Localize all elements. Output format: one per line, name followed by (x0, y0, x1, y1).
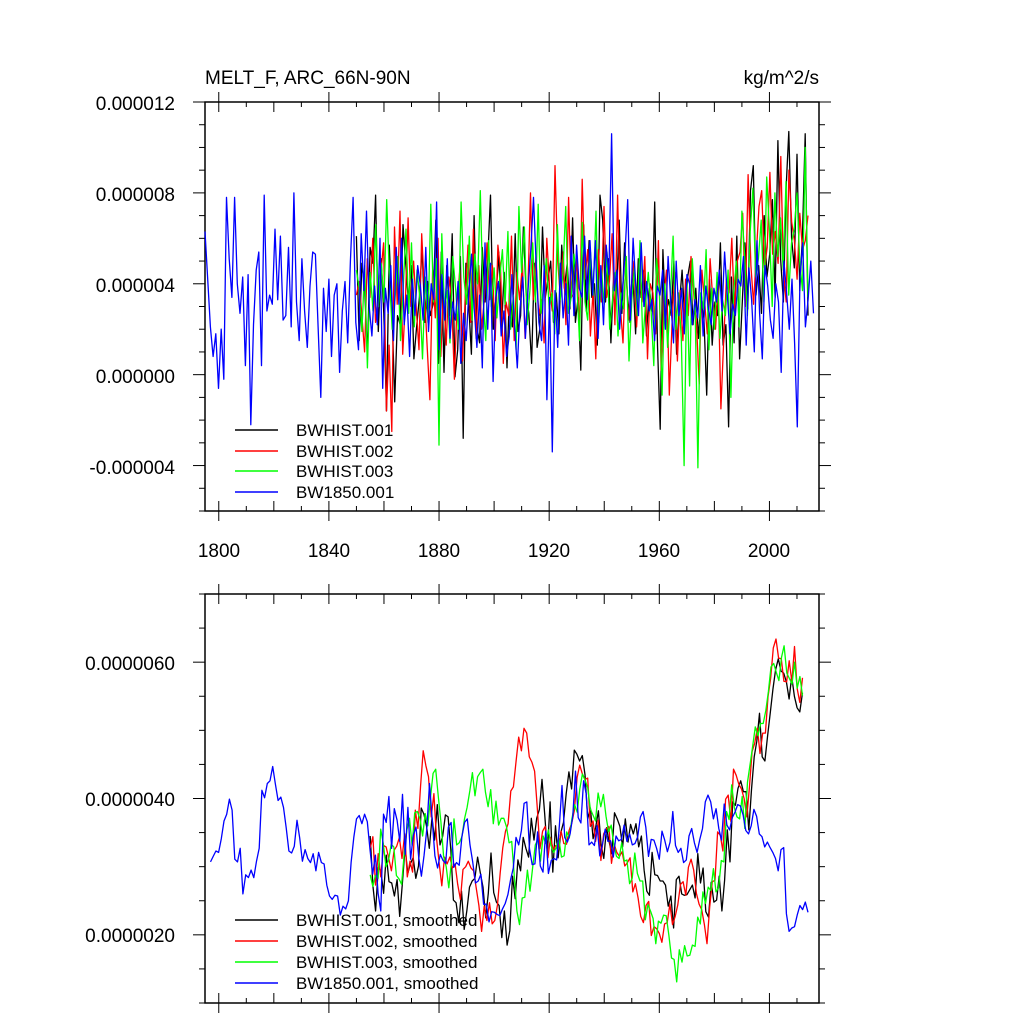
top-panel: MELT_F, ARC_66N-90N kg/m^2/s 0.000012 0.… (89, 68, 831, 562)
bottom-legend-label: BWHIST.001, smoothed (296, 911, 477, 930)
bottom-ytick-label: 0.0000060 (85, 654, 175, 675)
top-xtick-label: 2000 (748, 541, 790, 562)
top-title: MELT_F, ARC_66N-90N (205, 68, 411, 89)
top-series-line-4 (204, 133, 815, 453)
top-ytick-label: 0.000008 (96, 185, 175, 206)
bottom-series-group (209, 638, 809, 983)
top-ytick-label: 0.000004 (96, 276, 176, 297)
bottom-legend-label: BWHIST.003, smoothed (296, 953, 477, 972)
bottom-legend: BWHIST.001, smoothed BWHIST.002, smoothe… (235, 911, 478, 993)
top-y-tick-labels: 0.000012 0.000008 0.000004 0.000000 -0.0… (89, 94, 175, 479)
top-legend-label: BW1850.001 (296, 483, 394, 502)
top-xtick-label: 1960 (638, 541, 680, 562)
bottom-legend-label: BWHIST.002, smoothed (296, 932, 477, 951)
top-series-line-3 (355, 146, 809, 469)
top-ytick-label: -0.000004 (89, 458, 175, 479)
top-xtick-label: 1840 (308, 541, 350, 562)
top-xtick-label: 1880 (418, 541, 460, 562)
top-legend-label: BWHIST.002 (296, 442, 393, 461)
bottom-axis-ticks (193, 584, 831, 1013)
top-series-group (204, 130, 815, 469)
top-legend: BWHIST.001 BWHIST.002 BWHIST.003 BW1850.… (235, 421, 394, 502)
bottom-ytick-label: 0.0000020 (85, 926, 175, 947)
top-xtick-label: 1800 (198, 541, 240, 562)
top-legend-label: BWHIST.003 (296, 462, 393, 481)
top-xtick-label: 1920 (528, 541, 570, 562)
top-x-tick-labels: 1800 1840 1880 1920 1960 2000 (198, 541, 790, 562)
bottom-y-tick-labels: 0.0000060 0.0000040 0.0000020 (85, 654, 175, 947)
bottom-series-line-2 (369, 638, 804, 945)
bottom-series-line-4 (209, 765, 809, 933)
bottom-panel: 0.0000060 0.0000040 0.0000020 BWHIST.001… (85, 584, 831, 1013)
top-axis-ticks (193, 92, 831, 521)
top-ytick-label: 0.000000 (96, 367, 175, 388)
top-legend-label: BWHIST.001 (296, 421, 393, 440)
bottom-series-line-3 (369, 645, 804, 983)
top-units: kg/m^2/s (744, 68, 819, 89)
bottom-ytick-label: 0.0000040 (85, 790, 175, 811)
top-ytick-label: 0.000012 (96, 94, 175, 115)
bottom-legend-label: BW1850.001, smoothed (296, 974, 478, 993)
top-series-line-2 (355, 155, 809, 433)
